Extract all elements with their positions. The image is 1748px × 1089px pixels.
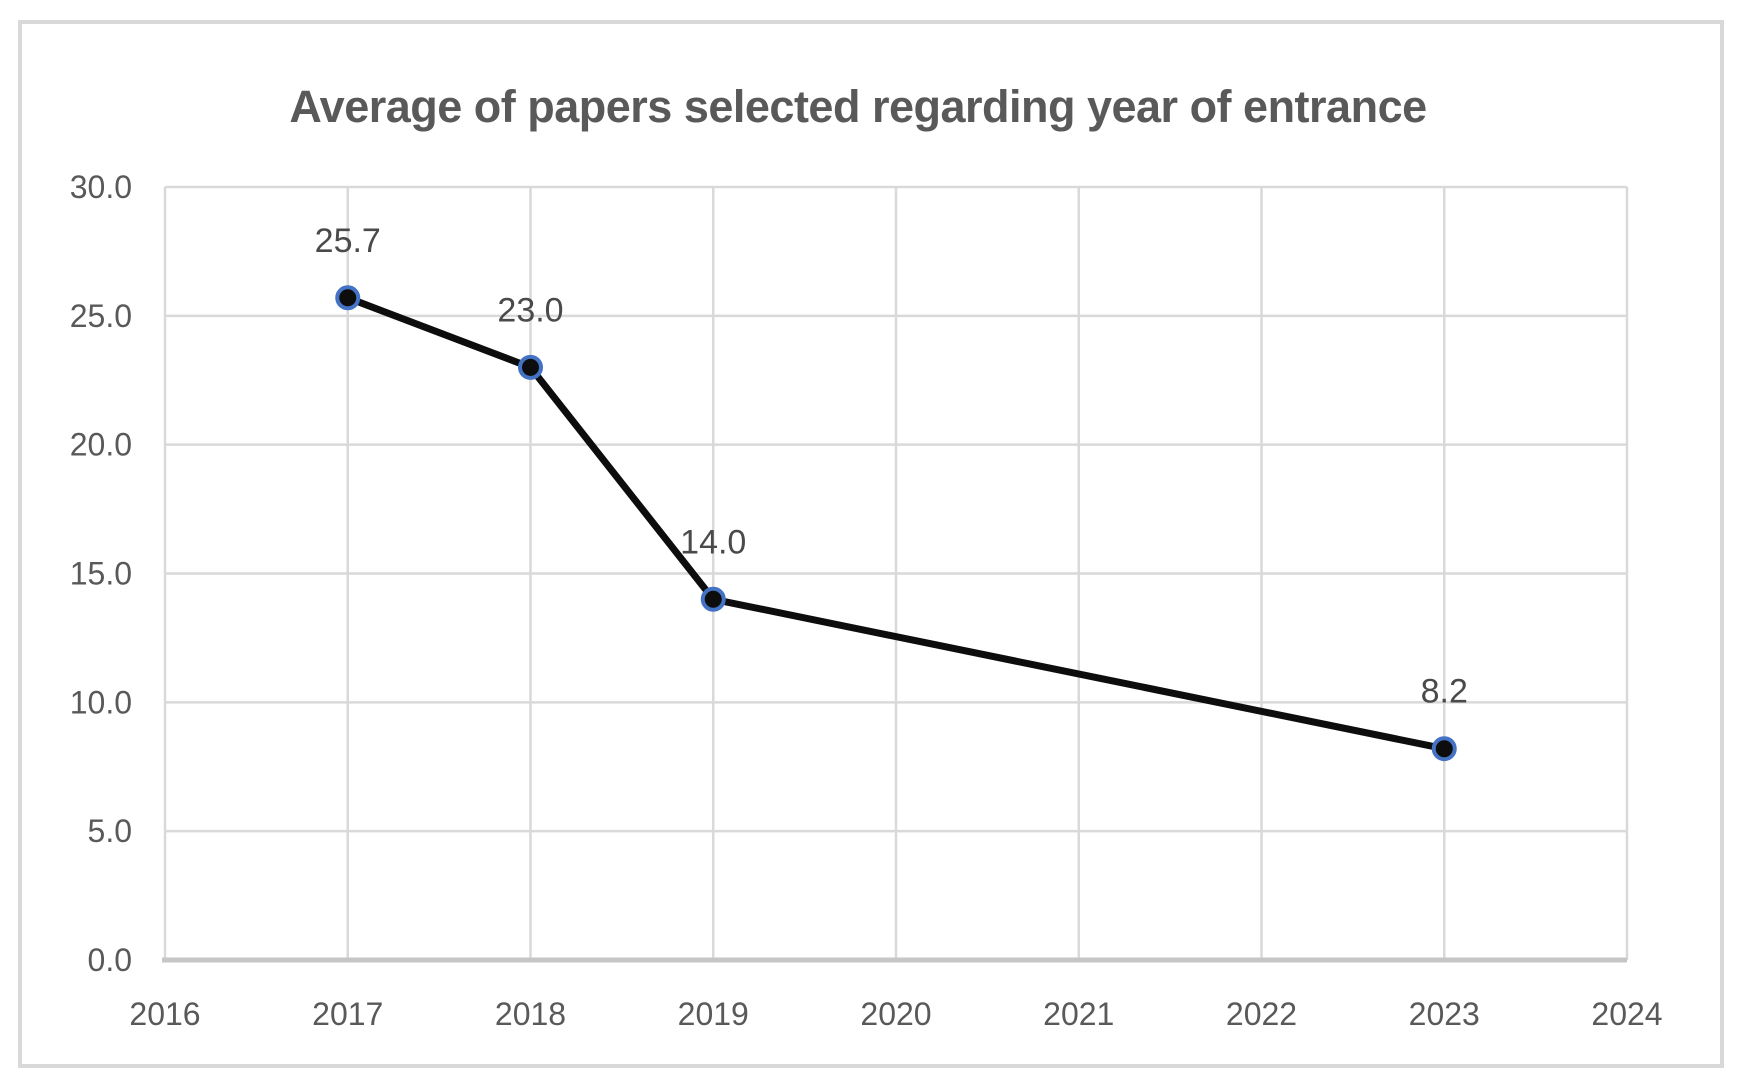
data-point-marker	[1431, 736, 1457, 762]
data-point-marker	[700, 586, 726, 612]
data-point-labels: 25.7 23.0 14.0 8.2	[315, 222, 1468, 711]
y-tick-label: 30.0	[70, 169, 132, 205]
x-tick-label: 2020	[860, 996, 931, 1032]
data-point-label: 14.0	[680, 523, 746, 561]
y-tick-label: 10.0	[70, 684, 132, 720]
x-tick-label: 2019	[678, 996, 749, 1032]
data-point-label: 25.7	[315, 222, 381, 260]
x-tick-label: 2022	[1226, 996, 1297, 1032]
data-series	[335, 285, 1457, 762]
y-tick-label: 5.0	[88, 813, 132, 849]
x-axis-tick-labels: 2016 2017 2018 2019 2020 2021 2022 2023 2024	[129, 996, 1662, 1032]
y-axis-tick-labels: 0.0 5.0 10.0 15.0 20.0 25.0 30.0	[70, 169, 132, 978]
chart-title: Average of papers selected regarding yea…	[289, 81, 1426, 132]
data-point-label: 8.2	[1421, 673, 1468, 711]
x-tick-label: 2023	[1409, 996, 1480, 1032]
x-tick-label: 2021	[1043, 996, 1114, 1032]
y-tick-label: 0.0	[88, 942, 132, 978]
gridlines	[163, 185, 1629, 962]
x-tick-label: 2016	[129, 996, 200, 1032]
y-tick-label: 15.0	[70, 556, 132, 592]
series-line	[344, 294, 1448, 753]
data-point-marker	[335, 285, 361, 311]
y-tick-label: 25.0	[70, 298, 132, 334]
data-point-marker	[518, 354, 543, 380]
y-tick-label: 20.0	[70, 427, 132, 463]
x-tick-label: 2018	[495, 996, 566, 1032]
x-tick-label: 2017	[312, 996, 383, 1032]
x-tick-label: 2024	[1591, 996, 1662, 1032]
data-point-label: 23.0	[497, 291, 563, 329]
figure-border	[18, 20, 1724, 1068]
